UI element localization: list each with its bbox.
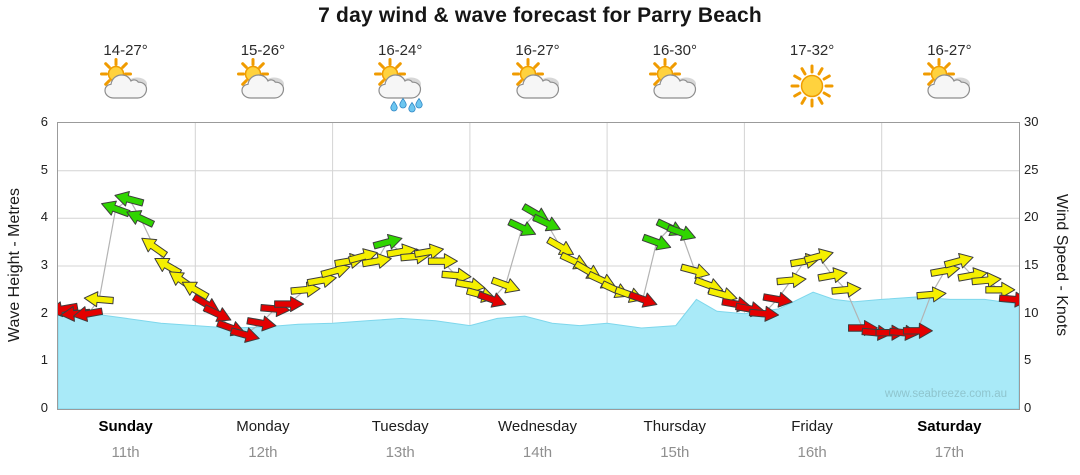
wave-tick-label: 0: [40, 400, 48, 415]
day-date: 14th: [522, 444, 553, 461]
wind-arrow-red: [902, 322, 933, 339]
wind-arrow-yellow: [141, 237, 168, 259]
wind-arrow-red: [246, 315, 277, 332]
wind-tick-label: 30: [1024, 114, 1039, 129]
day-date: 15th: [660, 444, 690, 461]
wind-tick-label: 10: [1024, 304, 1039, 320]
day-date: 16th: [797, 444, 827, 461]
day-name: Wednesday: [498, 418, 577, 435]
day-date: 12th: [248, 444, 278, 461]
wind-arrow-green: [101, 200, 131, 218]
sun-cloud-icon: [921, 58, 977, 114]
wind-arrow-yellow: [817, 267, 848, 284]
sun-icon: [784, 58, 840, 114]
day-name: Friday: [791, 418, 833, 435]
wind-arrow-red: [628, 291, 658, 308]
wind-arrow-yellow: [985, 281, 1016, 298]
wave-tick-label: 5: [40, 161, 48, 177]
wave-tick-label: 3: [40, 257, 48, 272]
wind-arrow-yellow: [290, 281, 321, 298]
wind-arrow-yellow: [441, 267, 472, 284]
day-name: Thursday: [643, 418, 707, 435]
wind-tick-label: 20: [1024, 209, 1039, 225]
wind-arrow-yellow: [831, 281, 862, 298]
wind-arrow-yellow: [413, 243, 444, 260]
wind-arrow-yellow: [916, 286, 947, 303]
wind-arrow-yellow: [427, 253, 458, 270]
wind-tick-label: 25: [1024, 161, 1039, 177]
wind-tick-label: 5: [1024, 352, 1032, 368]
wind-arrow-red: [477, 291, 507, 308]
wind-arrow-yellow: [803, 248, 834, 264]
wave-tick-label: 1: [40, 352, 48, 368]
wave-area: [58, 291, 1019, 409]
wave-tick-label: 2: [40, 304, 48, 320]
wind-arrow-yellow: [776, 272, 807, 289]
wind-arrow-yellow: [154, 258, 183, 277]
wind-arrow-yellow: [680, 263, 710, 280]
wind-arrow-green: [114, 191, 145, 207]
wind-arrow-green: [372, 233, 403, 250]
day-date: 13th: [385, 444, 415, 461]
sun-cloud-icon: [647, 58, 703, 114]
wind-arrow-green: [507, 218, 537, 237]
wind-arrow-red: [762, 291, 793, 308]
wind-arrow-red: [72, 306, 104, 322]
wave-tick-label: 6: [40, 114, 48, 129]
day-date: 11th: [111, 444, 140, 461]
wave-tick-label: 4: [40, 209, 48, 225]
day-temp: 16-30°: [652, 42, 697, 59]
wind-arrow-yellow: [361, 252, 392, 269]
wind-axis-label: Wind Speed - Knots: [1053, 193, 1070, 337]
sun-cloud-icon: [235, 58, 291, 114]
sun-cloud-rain-icon: [372, 58, 428, 114]
wind-arrow-yellow: [971, 272, 1002, 289]
plot-area: www.seabreeze.com.au: [57, 122, 1020, 410]
sun-cloud-icon: [510, 58, 566, 114]
day-name: Sunday: [98, 418, 153, 435]
wind-arrow-red: [229, 327, 260, 343]
day-temp: 15-26°: [240, 42, 286, 59]
day-name: Monday: [236, 418, 290, 435]
wind-arrow-yellow: [490, 276, 521, 294]
wind-arrow-red: [58, 301, 79, 318]
day-name: Saturday: [917, 418, 982, 435]
day-temp: 14-27°: [103, 42, 148, 59]
day-name: Tuesday: [371, 418, 429, 435]
wind-arrow-red: [274, 296, 305, 313]
day-temp: 16-24°: [378, 42, 423, 59]
wind-arrow-yellow: [181, 281, 210, 301]
wind-arrow-green: [666, 224, 696, 241]
wind-arrow-green: [126, 210, 155, 228]
wind-arrow-red: [998, 291, 1019, 308]
wind-arrow-yellow: [943, 252, 974, 269]
wind-tick-label: 15: [1024, 257, 1039, 272]
day-temp: 16-27°: [927, 42, 972, 59]
wind-arrow-green: [641, 233, 672, 251]
day-temp: 17-32°: [789, 42, 835, 59]
wind-arrow-green: [532, 213, 561, 232]
day-temp: 16-27°: [515, 42, 560, 59]
wind-tick-label: 0: [1024, 400, 1032, 415]
watermark: www.seabreeze.com.au: [884, 388, 1007, 400]
wind-arrow-red: [202, 304, 232, 322]
page-title: 7 day wind & wave forecast for Parry Bea…: [318, 4, 762, 27]
sun-cloud-icon: [98, 58, 154, 114]
day-date: 17th: [934, 444, 964, 461]
wind-arrow-red: [748, 305, 780, 322]
wind-arrow-yellow: [83, 291, 114, 308]
